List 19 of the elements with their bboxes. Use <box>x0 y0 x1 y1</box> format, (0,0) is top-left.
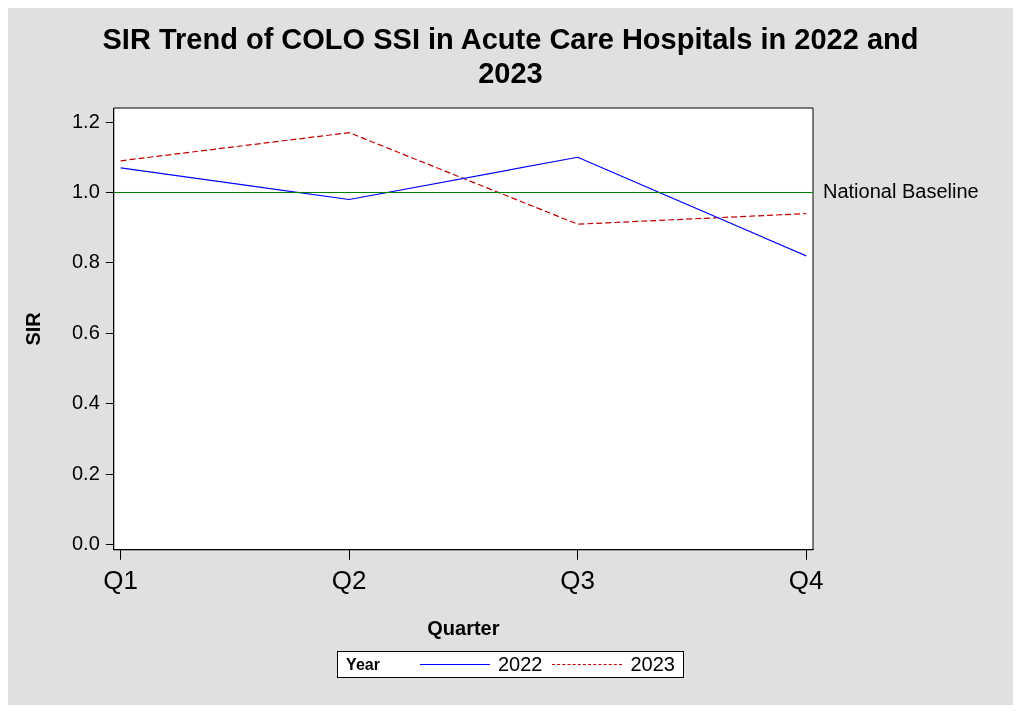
legend-label: 2022 <box>497 653 543 676</box>
legend-title: Year <box>346 655 380 674</box>
legend-label: 2023 <box>630 653 675 676</box>
x-tick-label: Q1 <box>103 564 138 595</box>
chart-title: SIR Trend of COLO SSI in Acute Care Hospitals in 2022 and 2023 <box>101 22 920 90</box>
y-tick-label: 0.4 <box>71 391 100 414</box>
x-axis-title: Quarter <box>427 616 500 639</box>
x-tick-label: Q3 <box>560 564 595 595</box>
x-tick-label: Q2 <box>331 564 367 595</box>
line-series <box>120 132 807 225</box>
y-tick-label: 0.2 <box>71 461 100 484</box>
y-tick-label: 0.8 <box>71 250 100 273</box>
y-tick-label: 1.2 <box>71 109 100 132</box>
ref-line-label: National Baseline <box>823 180 979 202</box>
y-tick-label: 0.0 <box>71 532 100 555</box>
y-tick-label: 0.6 <box>71 320 100 343</box>
x-tick-label: Q4 <box>788 564 824 595</box>
y-tick-label: 1.0 <box>71 180 100 202</box>
y-axis-title: SIR <box>21 311 44 346</box>
